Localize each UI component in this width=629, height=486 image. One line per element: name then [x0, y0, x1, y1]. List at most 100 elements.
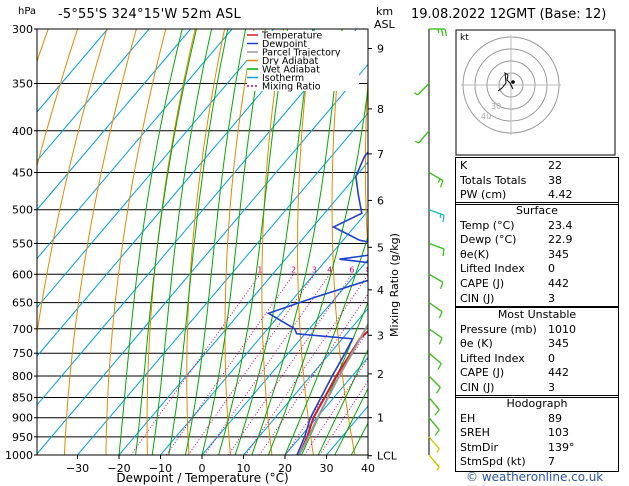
- table-row-label: Pressure (mb): [460, 322, 537, 336]
- mixing-ratio-label: 6: [349, 265, 354, 274]
- table-row-label: θe(K): [460, 247, 490, 261]
- plot-lines: 1 2 3 4 6 8 10 15 20 25: [37, 29, 386, 455]
- wet-adiabat-line: [218, 29, 288, 455]
- wind-barb-flag: [442, 248, 445, 256]
- height-tick-label: 3: [377, 329, 384, 342]
- legend-bg: [247, 48, 359, 57]
- wind-barb-flag: [436, 466, 440, 471]
- hodograph-storm-motion: [511, 80, 515, 84]
- wind-barb-flag: [436, 448, 440, 453]
- legend-entry: Mixing Ratio: [262, 82, 321, 93]
- dry-adiabat-line: [186, 29, 226, 455]
- isotherm-line: [37, 29, 191, 211]
- table-row-value: 38: [548, 173, 562, 187]
- table-row-value: 3: [548, 291, 555, 305]
- table-row-value: 0: [548, 262, 555, 276]
- x-axis-label: Dewpoint / Temperature (°C): [116, 471, 288, 485]
- wind-barb-staff: [428, 352, 442, 365]
- table-row-value: 22: [548, 159, 562, 172]
- wet-adiabat-line: [334, 387, 368, 455]
- mixing-ratio-line: [319, 379, 368, 455]
- pressure-tick-label: 1000: [5, 449, 33, 462]
- table-row-label: K: [460, 159, 468, 172]
- wet-adiabat-line: [135, 29, 197, 455]
- pressure-tick-label: 650: [12, 297, 33, 310]
- wind-barb-staff: [428, 302, 443, 313]
- hodograph-trace: [497, 71, 514, 92]
- temperature-tick-label: 10: [237, 462, 251, 475]
- temperature-tick-label: 30: [320, 462, 334, 475]
- height-tick-label: 8: [377, 103, 384, 116]
- series-dewpoint: [266, 151, 368, 455]
- wind-barb-flag: [444, 28, 448, 36]
- table-row-value: 442: [548, 366, 569, 380]
- wind-barb-staff: [428, 436, 440, 450]
- wind-barb-flag: [413, 92, 419, 96]
- pressure-tick-label: 800: [12, 370, 33, 383]
- temperature-tick-label: −10: [149, 462, 172, 475]
- wind-barbs: [413, 28, 448, 471]
- wind-barb-flag: [440, 282, 444, 290]
- height-tick-label: 4: [377, 284, 384, 297]
- copyright-footer: © weatheronline.co.uk: [466, 470, 604, 484]
- mixing-ratio-line: [187, 274, 315, 455]
- table-row-label: PW (cm): [460, 188, 507, 202]
- table-row-value: 103: [548, 426, 569, 440]
- mixing-ratio-label: 2: [291, 265, 296, 274]
- wet-adiabat-line: [151, 29, 213, 455]
- isotherm-line: [37, 29, 274, 309]
- hodograph-unit-label: kt: [460, 33, 469, 43]
- wind-barb-staff: [428, 242, 445, 250]
- mixing-ratio-line: [165, 274, 295, 455]
- wet-adiabat-line: [267, 85, 368, 455]
- temperature-tick-label: 20: [278, 462, 292, 475]
- table-row-value: 4.42: [548, 188, 573, 202]
- wet-adiabat-line: [201, 29, 266, 455]
- wind-barb-flag: [434, 429, 440, 436]
- forecast-date: 19.08.2022 12GMT (Base: 12): [411, 7, 607, 22]
- wind-barb-staff: [428, 397, 440, 411]
- isotherm-line: [201, 258, 368, 455]
- wind-barb-staff: [418, 130, 430, 144]
- table-title: Most Unstable: [497, 308, 577, 321]
- hodograph-frame: [455, 29, 616, 156]
- wind-barb-flag: [438, 311, 443, 319]
- mixing-ratio-line: [204, 274, 331, 455]
- pressure-tick-label: 850: [12, 391, 33, 404]
- height-tick-label: 9: [377, 43, 384, 56]
- most-unstable-table: Most Unstable Pressure (mb) 1010 θe (K) 345 L…: [455, 306, 619, 398]
- height-tick-label: 6: [377, 194, 384, 207]
- pressure-unit-label: hPa: [18, 6, 37, 17]
- height-tick-label: 1: [377, 412, 384, 425]
- wet-adiabat-line: [284, 234, 368, 455]
- legend-bg: [247, 39, 359, 49]
- temperature-tick-label: 40: [361, 462, 375, 475]
- pressure-tick-label: 600: [12, 268, 33, 281]
- mixing-ratio-line: [130, 274, 261, 455]
- dry-adiabat-line: [224, 29, 255, 455]
- table-row-label: Temp (°C): [460, 218, 515, 232]
- isotherm-line: [160, 210, 368, 455]
- pressure-tick-label: 450: [12, 166, 33, 179]
- wet-adiabat-line: [184, 29, 247, 455]
- isotherm-line: [284, 356, 368, 455]
- hodograph-ring-label: 40: [481, 112, 491, 121]
- height-tick-label: 2: [377, 368, 384, 381]
- height-tick-label: 5: [377, 241, 384, 254]
- mixing-ratio-label: 10: [376, 265, 386, 274]
- legend-entry: Dewpoint: [262, 39, 307, 50]
- temperature-tick-label: 0: [199, 462, 206, 475]
- mixing-ratio-line: [227, 274, 353, 455]
- pressure-tick-label: 750: [12, 347, 33, 360]
- isotherm-line: [37, 29, 233, 260]
- table-row-label: Lifted Index: [460, 262, 525, 276]
- table-row-value: 345: [548, 247, 569, 261]
- dry-adiabat-line: [364, 70, 368, 260]
- wind-barb-flag: [437, 178, 441, 183]
- wind-barb-flag: [414, 140, 420, 144]
- isotherm-line: [77, 112, 368, 455]
- table-row-value: 7: [548, 455, 555, 469]
